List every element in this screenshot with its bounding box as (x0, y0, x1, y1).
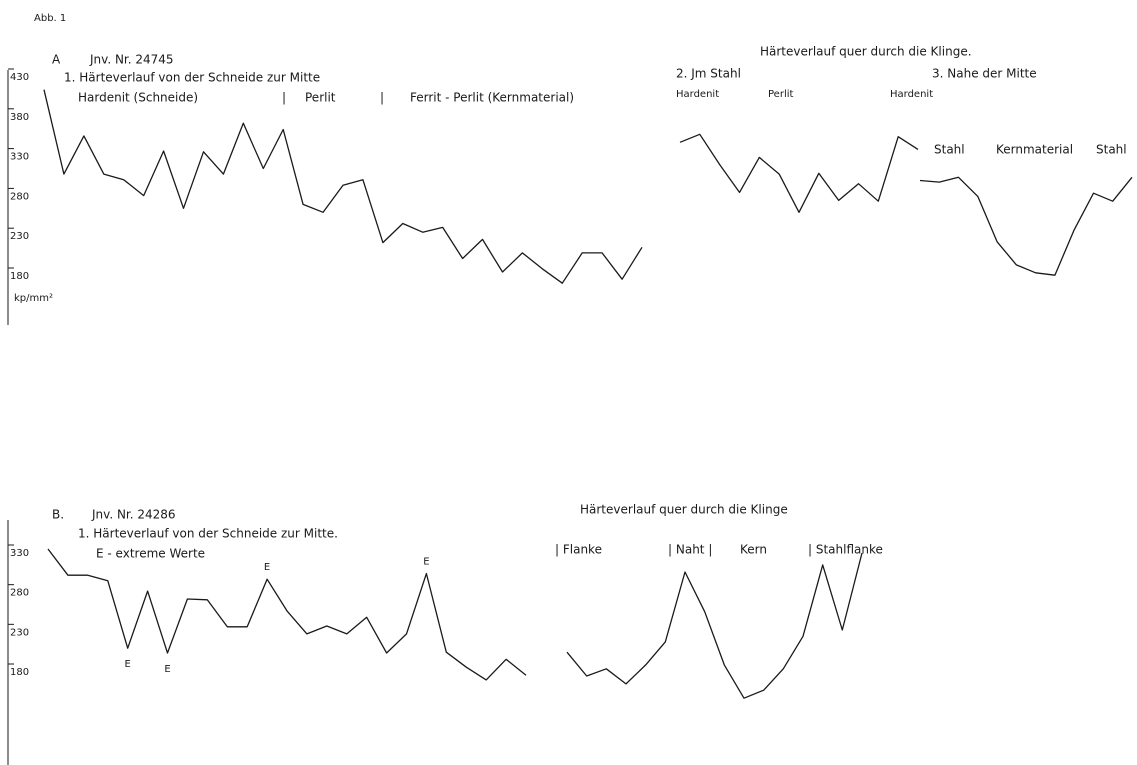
extreme-marker: E (125, 659, 131, 670)
data-line (43, 89, 643, 284)
inventory-number: Jnv. Nr. 24286 (91, 508, 176, 522)
panel-label: B. (52, 508, 64, 522)
zone-label: Stahl (934, 143, 965, 157)
y-tick-label: 280 (10, 191, 29, 202)
panel-label: A (52, 53, 61, 67)
chart-title: 1. Härteverlauf von der Schneide zur Mit… (78, 527, 338, 541)
zone-label: Perlit (305, 91, 336, 105)
data-line (679, 133, 919, 213)
zone-label: Stahl (1096, 143, 1127, 157)
data-line (919, 176, 1133, 276)
zone-label: Hardenit (890, 89, 933, 100)
y-tick-label: 430 (10, 72, 29, 83)
extreme-marker: E (423, 557, 429, 568)
figure-label: Abb. 1 (34, 13, 66, 24)
y-tick-label: 180 (10, 667, 29, 678)
y-tick-label: 380 (10, 112, 29, 123)
y-tick-label: 330 (10, 152, 29, 163)
y-axis-label: kp/mm² (14, 293, 53, 304)
data-line (47, 548, 527, 681)
zone-label: | Flanke (555, 543, 602, 557)
zone-label: Kernmaterial (996, 143, 1073, 157)
y-tick-label: 230 (10, 627, 29, 638)
y-tick-label: 230 (10, 231, 29, 242)
zone-label: Hardenit (Schneide) (78, 91, 198, 105)
chart-subtitle: 3. Nahe der Mitte (932, 67, 1037, 81)
inventory-number: Jnv. Nr. 24745 (89, 53, 174, 67)
extreme-marker: E (264, 562, 270, 573)
zone-label: Ferrit - Perlit (Kernmaterial) (410, 91, 574, 105)
zone-label: | Stahlflanke (808, 543, 883, 557)
zone-label: Hardenit (676, 89, 719, 100)
chart-title: Härteverlauf quer durch die Klinge. (760, 45, 972, 59)
zone-label: Perlit (768, 89, 793, 100)
y-tick-label: 280 (10, 588, 29, 599)
chart-title: 1. Härteverlauf von der Schneide zur Mit… (64, 71, 320, 85)
zone-label: | Naht | (668, 543, 712, 557)
data-line (566, 552, 863, 699)
zone-label: | (380, 91, 384, 105)
extreme-marker: E (164, 664, 170, 675)
zone-label: Kern (740, 543, 767, 557)
chart-note: E - extreme Werte (96, 547, 205, 561)
zone-label: | (282, 91, 286, 105)
chart-title: Härteverlauf quer durch die Klinge (580, 503, 788, 517)
y-tick-label: 330 (10, 548, 29, 559)
chart-subtitle: 2. Jm Stahl (676, 67, 741, 81)
y-tick-label: 180 (10, 271, 29, 282)
